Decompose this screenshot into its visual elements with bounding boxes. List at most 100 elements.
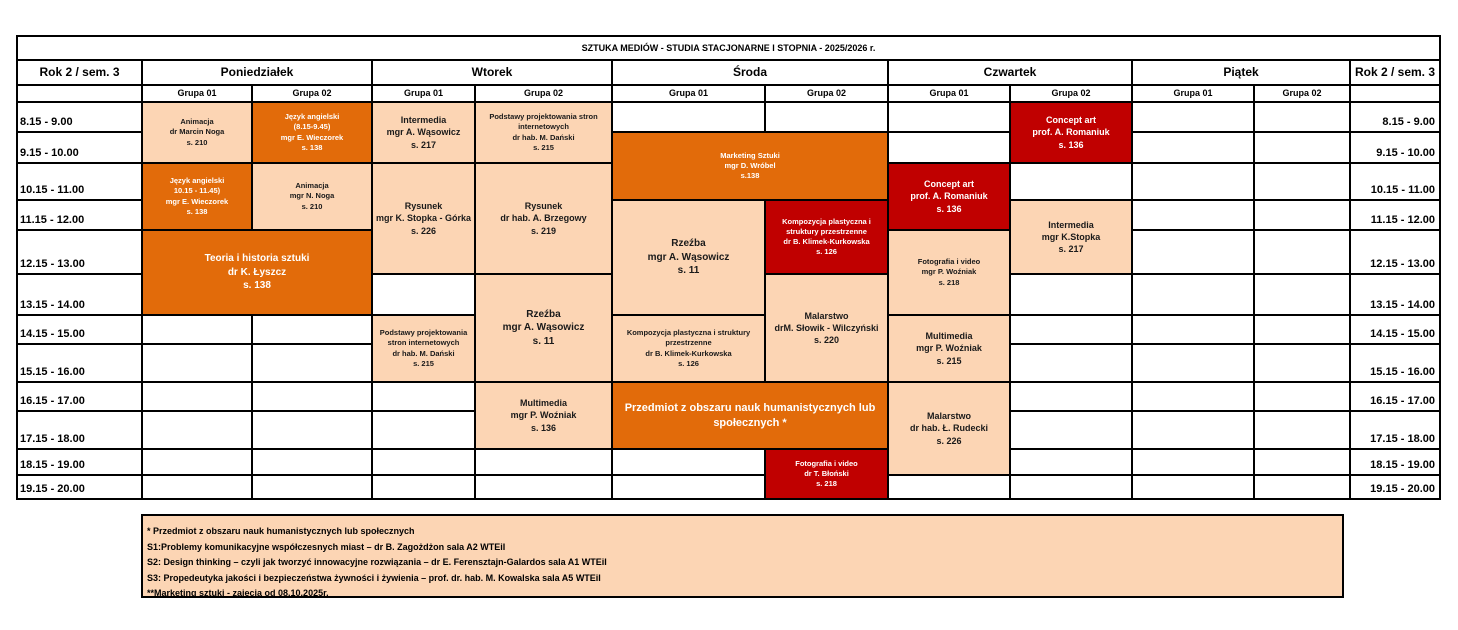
class-cell: Fotografia i video mgr P. Woźniak s. 218	[889, 231, 1009, 314]
class-cell: Multimedia mgr P. Woźniak s. 136	[476, 383, 611, 448]
time-slot-label: 14.15 - 15.00	[1351, 316, 1439, 343]
empty-slot	[1133, 133, 1253, 162]
day-header-wednesday: Środa	[613, 61, 887, 84]
time-slot-label: 18.15 - 19.00	[1351, 450, 1439, 474]
empty-slot	[373, 383, 474, 410]
schedule-table: SZTUKA MEDIÓW - STUDIA STACJONARNE I STO…	[16, 35, 1441, 500]
empty-slot	[143, 412, 251, 448]
time-slot-label: 9.15 - 10.00	[1351, 133, 1439, 162]
empty-slot	[1011, 164, 1131, 199]
empty-slot	[373, 476, 474, 498]
group-header: Grupa 02	[476, 86, 611, 101]
day-header-tuesday: Wtorek	[373, 61, 611, 84]
empty-slot	[613, 450, 764, 474]
day-header-monday: Poniedziałek	[143, 61, 371, 84]
empty-slot	[476, 450, 611, 474]
corner-label-right: Rok 2 / sem. 3	[1351, 61, 1439, 84]
empty-slot	[143, 345, 251, 381]
time-slot-label: 17.15 - 18.00	[18, 412, 141, 448]
time-slot-label: 11.15 - 12.00	[18, 201, 141, 229]
empty-slot	[1255, 476, 1349, 498]
class-cell: Multimedia mgr P. Woźniak s. 215	[889, 316, 1009, 381]
group-header-blank	[18, 86, 141, 101]
time-slot-label: 15.15 - 16.00	[18, 345, 141, 381]
time-slot-label: 17.15 - 18.00	[1351, 412, 1439, 448]
empty-slot	[253, 316, 371, 343]
empty-slot	[1133, 345, 1253, 381]
empty-slot	[1255, 164, 1349, 199]
empty-slot	[1133, 164, 1253, 199]
class-cell: Malarstwo drM. Słowik - Wilczyński s. 22…	[766, 275, 887, 381]
footnote: * Przedmiot z obszaru nauk humanistyczny…	[147, 526, 415, 536]
time-slot-label: 10.15 - 11.00	[1351, 164, 1439, 199]
empty-slot	[143, 316, 251, 343]
empty-slot	[1255, 275, 1349, 314]
empty-slot	[253, 345, 371, 381]
time-slot-label: 10.15 - 11.00	[18, 164, 141, 199]
group-header: Grupa 01	[373, 86, 474, 101]
empty-slot	[889, 133, 1009, 162]
group-header-blank	[1351, 86, 1439, 101]
class-cell: Marketing Sztuki mgr D. Wróbel s.138	[613, 133, 887, 199]
class-cell: Podstawy projektowania stron internetowy…	[373, 316, 474, 381]
empty-slot	[143, 476, 251, 498]
class-cell: Concept art prof. A. Romaniuk s. 136	[1011, 103, 1131, 162]
empty-slot	[253, 412, 371, 448]
time-slot-label: 8.15 - 9.00	[18, 103, 141, 131]
empty-slot	[889, 103, 1009, 131]
empty-slot	[1011, 383, 1131, 410]
class-cell: Intermedia mgr K.Stopka s. 217	[1011, 201, 1131, 273]
empty-slot	[143, 450, 251, 474]
time-slot-label: 16.15 - 17.00	[18, 383, 141, 410]
empty-slot	[1133, 103, 1253, 131]
empty-slot	[1133, 275, 1253, 314]
empty-slot	[253, 476, 371, 498]
class-cell: Animacja mgr N. Noga s. 210	[253, 164, 371, 229]
empty-slot	[1255, 103, 1349, 131]
empty-slot	[1011, 275, 1131, 314]
empty-slot	[143, 383, 251, 410]
empty-slot	[476, 476, 611, 498]
group-header: Grupa 02	[766, 86, 887, 101]
day-header-thursday: Czwartek	[889, 61, 1131, 84]
class-cell: Kompozycja plastyczna i struktury przest…	[766, 201, 887, 273]
schedule-title: SZTUKA MEDIÓW - STUDIA STACJONARNE I STO…	[18, 37, 1439, 59]
empty-slot	[1133, 201, 1253, 229]
empty-slot	[1011, 345, 1131, 381]
empty-slot	[1011, 476, 1131, 498]
empty-slot	[613, 103, 764, 131]
corner-label-left: Rok 2 / sem. 3	[18, 61, 141, 84]
empty-slot	[253, 383, 371, 410]
empty-slot	[766, 103, 887, 131]
footnotes-box: * Przedmiot z obszaru nauk humanistyczny…	[141, 514, 1344, 598]
class-cell: Kompozycja plastyczna i struktury przest…	[613, 316, 764, 381]
group-header: Grupa 02	[253, 86, 371, 101]
empty-slot	[1133, 231, 1253, 273]
class-cell: Podstawy projektowania stron internetowy…	[476, 103, 611, 162]
time-slot-label: 13.15 - 14.00	[18, 275, 141, 314]
empty-slot	[1011, 412, 1131, 448]
empty-slot	[253, 450, 371, 474]
empty-slot	[613, 476, 764, 498]
group-header: Grupa 02	[1011, 86, 1131, 101]
empty-slot	[1255, 201, 1349, 229]
empty-slot	[1255, 133, 1349, 162]
empty-slot	[1133, 450, 1253, 474]
footnote: S2: Design thinking – czyli jak tworzyć …	[147, 557, 607, 567]
empty-slot	[1255, 450, 1349, 474]
empty-slot	[373, 412, 474, 448]
class-cell: Rysunek mgr K. Stopka - Górka s. 226	[373, 164, 474, 273]
time-slot-label: 8.15 - 9.00	[1351, 103, 1439, 131]
group-header: Grupa 02	[1255, 86, 1349, 101]
empty-slot	[1133, 476, 1253, 498]
empty-slot	[1255, 383, 1349, 410]
empty-slot	[373, 450, 474, 474]
empty-slot	[1255, 231, 1349, 273]
empty-slot	[1011, 450, 1131, 474]
group-header: Grupa 01	[613, 86, 764, 101]
empty-slot	[1255, 316, 1349, 343]
class-cell: Animacja dr Marcin Noga s. 210	[143, 103, 251, 162]
time-slot-label: 11.15 - 12.00	[1351, 201, 1439, 229]
group-header: Grupa 01	[1133, 86, 1253, 101]
group-header: Grupa 01	[143, 86, 251, 101]
